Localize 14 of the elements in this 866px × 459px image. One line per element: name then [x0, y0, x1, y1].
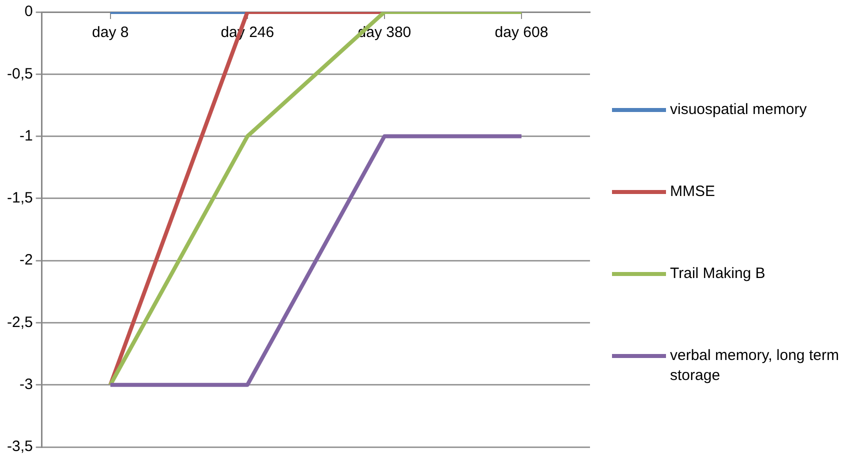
- y-tick-label: -2: [20, 252, 33, 269]
- legend-label: visuospatial memory: [670, 100, 807, 120]
- y-tick-label: -0,5: [6, 65, 33, 82]
- y-tick-label: -3: [20, 376, 33, 393]
- y-tick-label: -3,5: [6, 438, 33, 456]
- y-tick-label: -1: [20, 127, 33, 144]
- legend-label: MMSE: [670, 182, 715, 202]
- legend-label: verbal memory, long term storage: [670, 346, 840, 386]
- y-tick-label: -1,5: [6, 190, 33, 207]
- x-tick-label: day 608: [494, 24, 548, 42]
- y-tick-label: -2,5: [6, 314, 33, 331]
- legend-label: Trail Making B: [670, 264, 766, 284]
- y-tick-label: 0: [24, 3, 33, 20]
- x-tick-label: day 8: [92, 24, 129, 42]
